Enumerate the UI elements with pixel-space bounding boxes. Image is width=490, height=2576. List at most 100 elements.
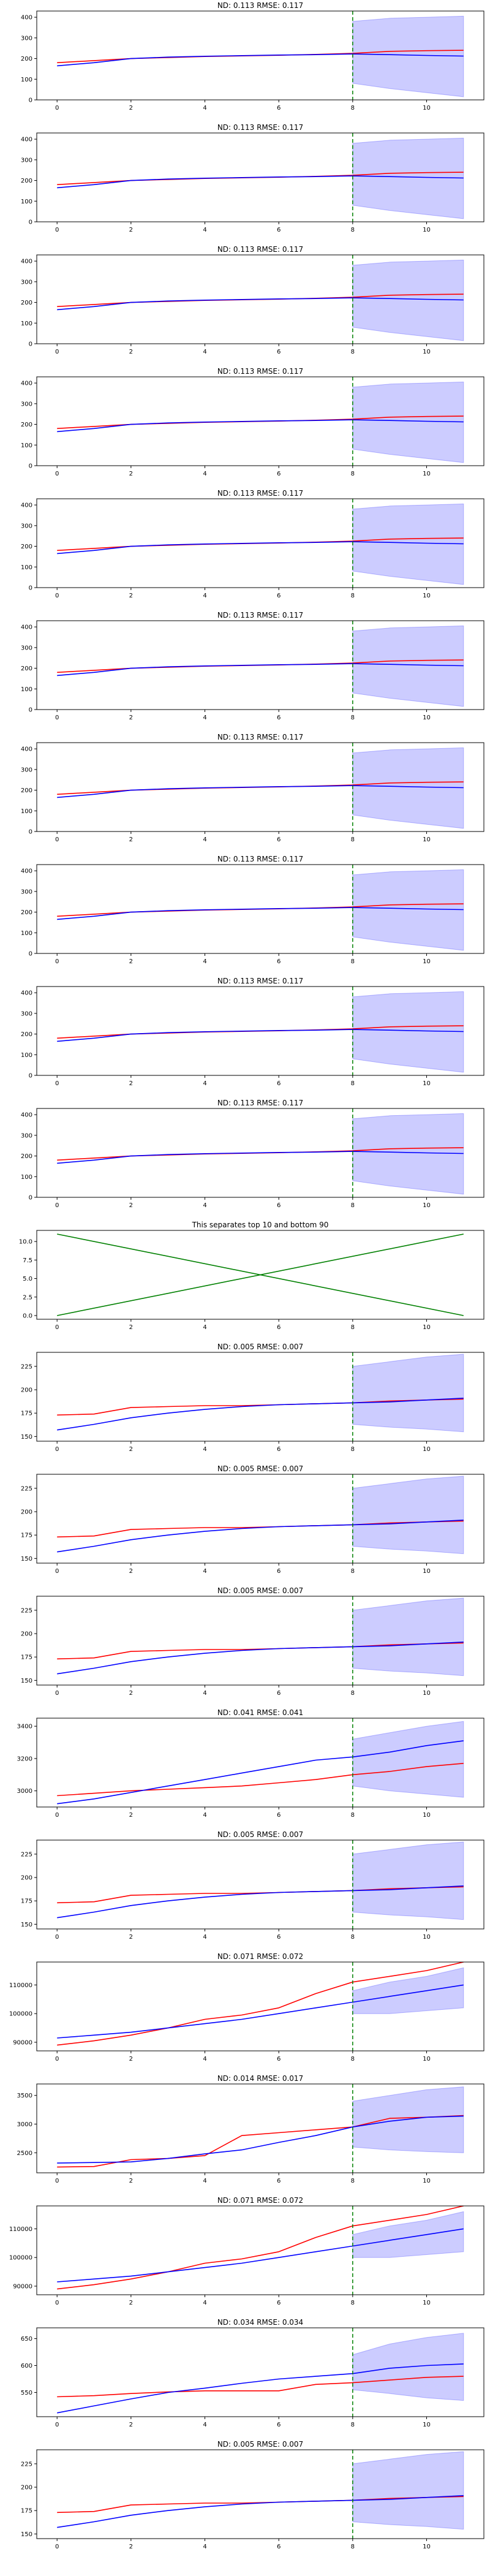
x-tick-label: 10 — [423, 2422, 431, 2428]
y-tick-label: 175 — [21, 1411, 32, 1417]
axes-frame — [36, 1961, 484, 2051]
y-tick-label: 225 — [21, 1485, 32, 1492]
x-tick-label: 0 — [55, 2178, 59, 2184]
x-tick-label: 0 — [55, 836, 59, 843]
y-tick-label: 225 — [21, 1363, 32, 1370]
x-tick-label: 0 — [55, 471, 59, 477]
y-tick-label: 200 — [21, 300, 32, 306]
y-tick-label: 0 — [29, 829, 32, 836]
plot-area — [57, 1108, 464, 1197]
series-line-1 — [57, 1885, 464, 1919]
chart-title: ND: 0.005 RMSE: 0.007 — [217, 1586, 303, 1595]
x-tick-label: 0 — [55, 1446, 59, 1453]
x-tick-label: 10 — [423, 2300, 431, 2306]
uncertainty-band — [352, 747, 464, 829]
axes-frame — [36, 1108, 484, 1198]
x-tick-label: 10 — [423, 2056, 431, 2063]
chart-title: ND: 0.005 RMSE: 0.007 — [217, 1464, 303, 1473]
series-line-1 — [57, 297, 464, 311]
subplot-16: ND: 0.071 RMSE: 0.072 0 2 4 6 8 10 90000 100000 1… — [9, 1952, 484, 2063]
x-tick-label: 10 — [423, 349, 431, 355]
chart-title: ND: 0.113 RMSE: 0.117 — [217, 489, 303, 498]
y-tick-label: 175 — [21, 1898, 32, 1905]
x-tick-label: 0 — [55, 1202, 59, 1209]
x-tick-label: 0 — [55, 1080, 59, 1087]
x-tick-label: 6 — [277, 1690, 281, 1697]
plot-area — [57, 133, 464, 222]
x-tick-label: 2 — [129, 1202, 133, 1209]
x-tick-label: 0 — [55, 1568, 59, 1575]
subplot-15: ND: 0.005 RMSE: 0.007 0 2 4 6 8 10 150 175 200 225 — [21, 1830, 484, 1941]
x-tick-label: 4 — [203, 2056, 206, 2063]
y-tick-label: 90000 — [13, 2039, 32, 2046]
y-tick-label: 400 — [21, 624, 32, 631]
y-tick-label: 200 — [21, 2485, 32, 2491]
x-tick-label: 8 — [351, 1080, 355, 1087]
x-tick-label: 8 — [351, 227, 355, 233]
x-tick-label: 10 — [423, 1568, 431, 1575]
x-tick-label: 10 — [423, 593, 431, 599]
chart-title: ND: 0.113 RMSE: 0.117 — [217, 855, 303, 863]
y-tick-label: 100 — [21, 564, 32, 571]
y-tick-label: 2.5 — [23, 1294, 32, 1301]
x-tick-label: 2 — [129, 836, 133, 843]
axes-frame — [36, 1718, 484, 1808]
y-tick-label: 200 — [21, 1387, 32, 1394]
x-tick-label: 8 — [351, 836, 355, 843]
x-tick-label: 6 — [277, 2056, 281, 2063]
x-tick-label: 4 — [203, 1446, 206, 1453]
x-tick-label: 8 — [351, 593, 355, 599]
y-tick-label: 100 — [21, 199, 32, 205]
x-tick-label: 10 — [423, 471, 431, 477]
uncertainty-band — [352, 15, 464, 97]
series-line-1 — [57, 175, 464, 189]
uncertainty-band — [352, 2451, 464, 2530]
plot-area — [57, 1840, 464, 1929]
axes-frame — [36, 1230, 484, 1320]
series-line-1 — [57, 1233, 464, 1316]
subplot-10: This separates top 10 and bottom 90 0 2 4 6 8… — [19, 1221, 484, 1331]
x-tick-label: 6 — [277, 1934, 281, 1941]
axes-frame — [36, 742, 484, 832]
x-tick-label: 4 — [203, 1934, 206, 1941]
y-tick-label: 400 — [21, 746, 32, 753]
y-tick-label: 100 — [21, 808, 32, 815]
chart-title: ND: 0.113 RMSE: 0.117 — [217, 123, 303, 132]
chart-title: ND: 0.005 RMSE: 0.007 — [217, 2440, 303, 2449]
chart-title: ND: 0.113 RMSE: 0.117 — [217, 245, 303, 254]
series-line-1 — [57, 53, 464, 67]
x-tick-label: 6 — [277, 105, 281, 112]
y-tick-label: 200 — [21, 1509, 32, 1516]
series-line-1 — [57, 419, 464, 433]
y-tick-label: 400 — [21, 137, 32, 143]
x-tick-label: 2 — [129, 227, 133, 233]
y-tick-label: 150 — [21, 1678, 32, 1684]
x-tick-label: 0 — [55, 958, 59, 965]
x-tick-label: 10 — [423, 1080, 431, 1087]
plot-area — [57, 865, 464, 953]
x-tick-label: 10 — [423, 1446, 431, 1453]
x-tick-label: 8 — [351, 1568, 355, 1575]
y-tick-label: 0 — [29, 585, 32, 592]
y-tick-label: 200 — [21, 422, 32, 428]
x-tick-label: 6 — [277, 1202, 281, 1209]
uncertainty-band — [352, 259, 464, 341]
x-tick-label: 4 — [203, 1568, 206, 1575]
y-tick-label: 225 — [21, 1607, 32, 1614]
x-tick-label: 0 — [55, 105, 59, 112]
plot-area — [57, 1352, 464, 1441]
x-tick-label: 4 — [203, 2544, 206, 2550]
series-line-1 — [57, 1520, 464, 1553]
x-tick-label: 4 — [203, 105, 206, 112]
y-tick-label: 100000 — [9, 2011, 32, 2018]
y-tick-label: 300 — [21, 888, 32, 895]
y-tick-label: 100 — [21, 442, 32, 449]
axes-frame — [36, 132, 484, 222]
x-tick-label: 2 — [129, 2544, 133, 2550]
y-tick-label: 0 — [29, 219, 32, 226]
x-tick-label: 0 — [55, 2300, 59, 2306]
